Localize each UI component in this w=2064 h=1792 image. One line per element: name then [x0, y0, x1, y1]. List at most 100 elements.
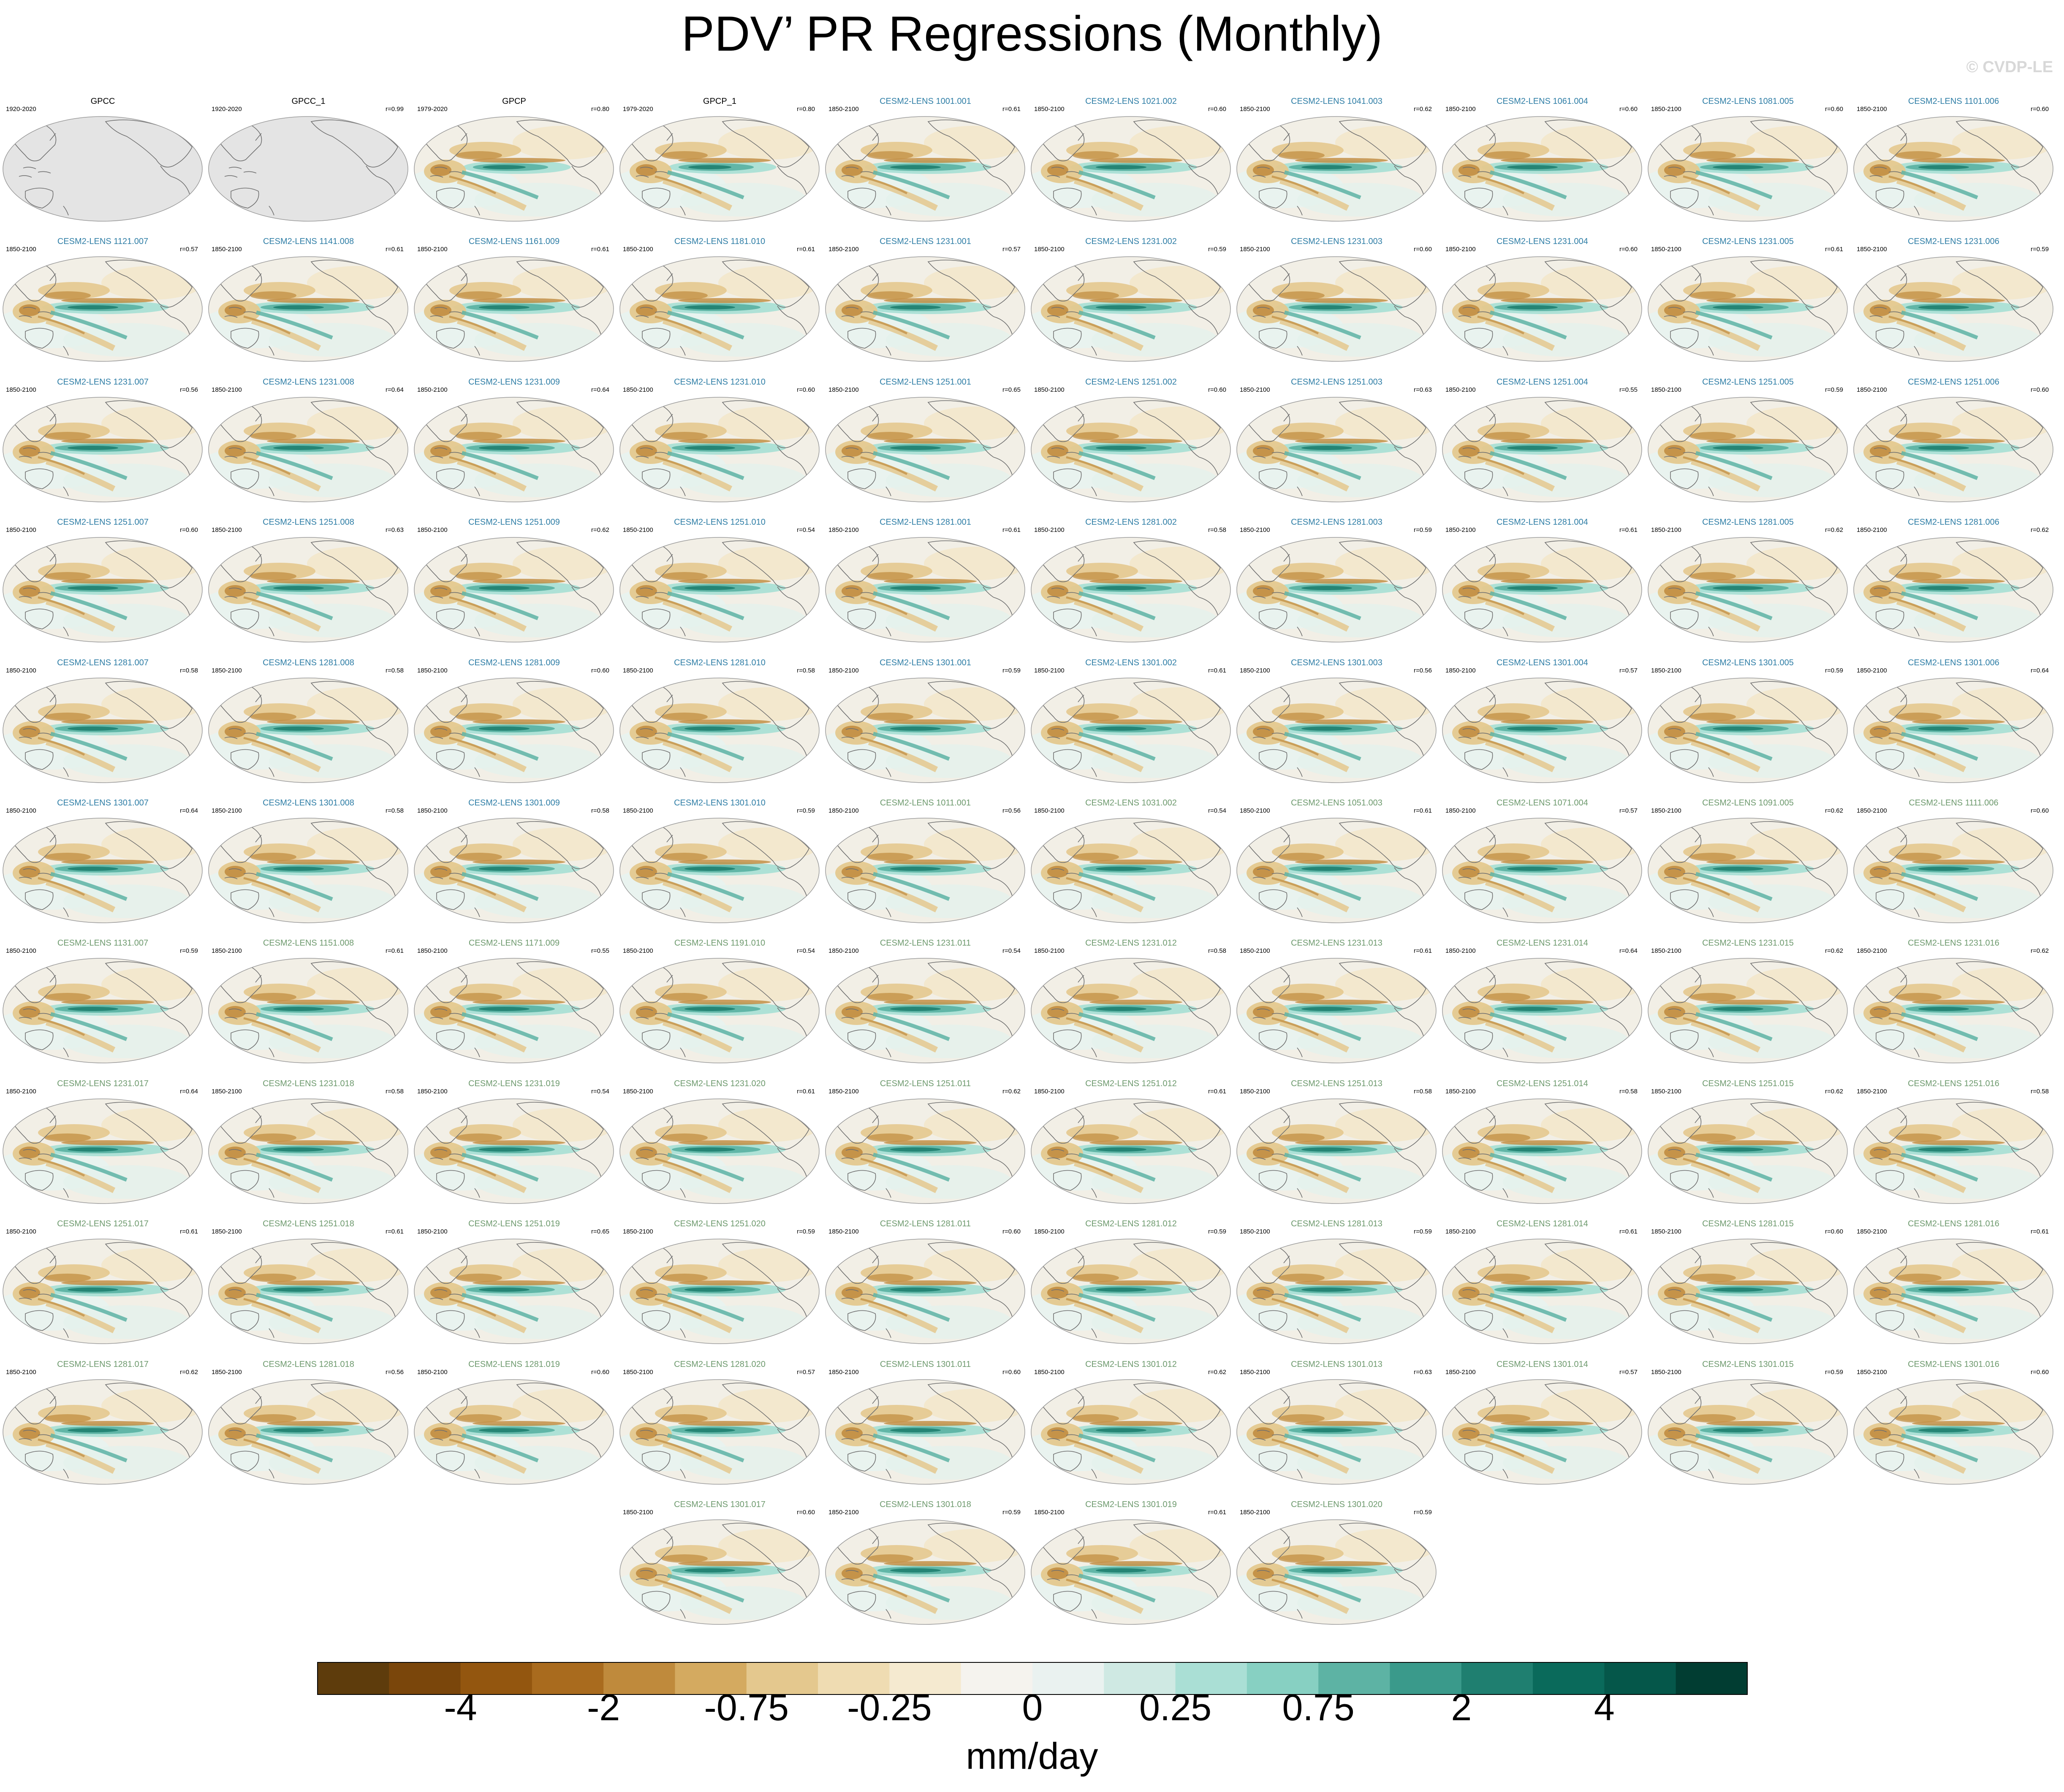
panel-period: 1850-2100 [1445, 386, 1476, 393]
map-plot [1236, 256, 1437, 362]
panel-pattern-correlation: r=0.65 [591, 1228, 609, 1235]
panel-title: CESM2-LENS 1281.017 [57, 1360, 149, 1369]
panel-title: CESM2-LENS 1281.004 [1496, 518, 1588, 527]
panel-period: 1850-2100 [6, 947, 36, 954]
panel-pattern-correlation: r=0.62 [2031, 947, 2049, 954]
panel-pattern-correlation: r=0.61 [1208, 667, 1226, 674]
map-plot [1648, 537, 1848, 643]
map-plot [1031, 537, 1231, 643]
panel-title: CESM2-LENS 1231.013 [1291, 938, 1382, 948]
map-panel: CESM2-LENS 1231.012 1850-2100 r=0.58 [1028, 938, 1234, 1086]
panel-pattern-correlation: r=0.64 [1619, 947, 1638, 954]
map-border [1442, 256, 1642, 362]
map-plot [1648, 678, 1848, 783]
map-border [1853, 678, 2053, 783]
map-border [619, 397, 820, 502]
panel-period: 1850-2100 [1240, 667, 1270, 674]
map-panel: CESM2-LENS 1301.014 1850-2100 r=0.57 [1439, 1359, 1645, 1507]
panel-pattern-correlation: r=0.63 [1414, 1369, 1432, 1376]
map-plot [1031, 1098, 1231, 1204]
panel-pattern-correlation: r=0.57 [1002, 246, 1021, 253]
panel-pattern-correlation: r=0.64 [2031, 667, 2049, 674]
map-border [414, 397, 614, 502]
panel-title: CESM2-LENS 1301.008 [263, 798, 354, 808]
panel-title: CESM2-LENS 1151.008 [263, 938, 354, 948]
map-border [3, 537, 203, 643]
map-plot [414, 116, 614, 222]
panel-period: 1850-2100 [1651, 246, 1681, 253]
panel-period: 1850-2100 [623, 1088, 653, 1095]
panel-period: 1850-2100 [1651, 106, 1681, 113]
panel-period: 1850-2100 [1651, 1088, 1681, 1095]
map-border [1853, 1239, 2053, 1344]
map-panel: CESM2-LENS 1031.002 1850-2100 r=0.54 [1028, 798, 1234, 946]
panel-period: 1850-2100 [417, 1369, 448, 1376]
colorbar-units: mm/day [966, 1735, 1098, 1777]
panel-pattern-correlation: r=0.59 [797, 1228, 815, 1235]
map-panel: CESM2-LENS 1231.018 1850-2100 r=0.58 [206, 1079, 411, 1226]
map-border [1031, 1098, 1231, 1204]
panel-period: 1979-2020 [623, 106, 653, 113]
panel-pattern-correlation: r=0.61 [1825, 246, 1843, 253]
map-panel: CESM2-LENS 1251.015 1850-2100 r=0.62 [1645, 1079, 1851, 1226]
map-plot [825, 397, 1025, 502]
panel-period: 1850-2100 [1034, 1228, 1065, 1235]
panel-title: CESM2-LENS 1231.006 [1908, 237, 1999, 246]
map-panel: CESM2-LENS 1281.011 1850-2100 r=0.60 [823, 1219, 1028, 1366]
panel-title: CESM2-LENS 1051.003 [1291, 798, 1382, 808]
panel-period: 1850-2100 [828, 246, 859, 253]
panel-period: 1850-2100 [1857, 667, 1887, 674]
map-panel: CESM2-LENS 1181.010 1850-2100 r=0.61 [617, 236, 823, 384]
panel-title: CESM2-LENS 1101.006 [1908, 97, 1999, 106]
panel-pattern-correlation: r=0.64 [386, 386, 404, 393]
map-plot [1648, 818, 1848, 923]
panel-title: CESM2-LENS 1281.015 [1702, 1219, 1794, 1228]
map-plot [825, 537, 1025, 643]
map-plot [1853, 818, 2053, 923]
map-plot [1442, 116, 1642, 222]
map-panel: CESM2-LENS 1301.010 1850-2100 r=0.59 [617, 798, 823, 946]
map-panel: CESM2-LENS 1251.020 1850-2100 r=0.59 [617, 1219, 823, 1366]
map-panel: CESM2-LENS 1281.020 1850-2100 r=0.57 [617, 1359, 823, 1507]
panel-title: CESM2-LENS 1301.005 [1702, 658, 1794, 667]
colorbar-tick-label: -0.25 [847, 1686, 932, 1728]
map-border [1236, 256, 1437, 362]
panel-period: 1850-2100 [1651, 947, 1681, 954]
panel-pattern-correlation: r=0.61 [386, 947, 404, 954]
panel-title: CESM2-LENS 1301.003 [1291, 658, 1382, 667]
colorbar-swatch [1247, 1662, 1319, 1694]
map-panel: CESM2-LENS 1251.014 1850-2100 r=0.58 [1439, 1079, 1645, 1226]
panel-title: CESM2-LENS 1251.009 [468, 518, 560, 527]
map-panel: CESM2-LENS 1051.003 1850-2100 r=0.61 [1234, 798, 1439, 946]
map-panel: CESM2-LENS 1041.003 1850-2100 r=0.62 [1234, 96, 1439, 244]
panel-pattern-correlation: r=0.56 [1002, 807, 1021, 814]
map-panel: CESM2-LENS 1281.002 1850-2100 r=0.58 [1028, 517, 1234, 665]
panel-title: CESM2-LENS 1171.009 [468, 938, 560, 948]
map-border [208, 116, 408, 222]
map-panel: CESM2-LENS 1251.018 1850-2100 r=0.61 [206, 1219, 411, 1366]
map-border [1853, 256, 2053, 362]
panel-period: 1850-2100 [6, 807, 36, 814]
map-plot [1031, 958, 1231, 1063]
panel-pattern-correlation: r=0.54 [1208, 807, 1226, 814]
panel-period: 1850-2100 [1034, 106, 1065, 113]
panel-pattern-correlation: r=0.56 [180, 386, 198, 393]
map-border [1648, 1098, 1848, 1204]
panel-period: 1850-2100 [828, 106, 859, 113]
panel-period: 1850-2100 [828, 1228, 859, 1235]
map-panel: CESM2-LENS 1231.008 1850-2100 r=0.64 [206, 377, 411, 525]
panel-title: CESM2-LENS 1251.008 [263, 518, 354, 527]
panel-period: 1850-2100 [6, 386, 36, 393]
panel-title: CESM2-LENS 1301.006 [1908, 658, 1999, 667]
panel-title: CESM2-LENS 1251.012 [1085, 1079, 1177, 1088]
map-panel: CESM2-LENS 1251.011 1850-2100 r=0.62 [823, 1079, 1028, 1226]
panel-pattern-correlation: r=0.64 [591, 386, 609, 393]
colorbar-tick-label: 0.25 [1139, 1686, 1212, 1728]
map-plot [1853, 958, 2053, 1063]
map-border [1031, 958, 1231, 1063]
panel-period: 1850-2100 [1857, 1228, 1887, 1235]
map-panel: CESM2-LENS 1151.008 1850-2100 r=0.61 [206, 938, 411, 1086]
map-panel: CESM2-LENS 1011.001 1850-2100 r=0.56 [823, 798, 1028, 946]
map-plot [414, 1098, 614, 1204]
map-border [208, 678, 408, 783]
